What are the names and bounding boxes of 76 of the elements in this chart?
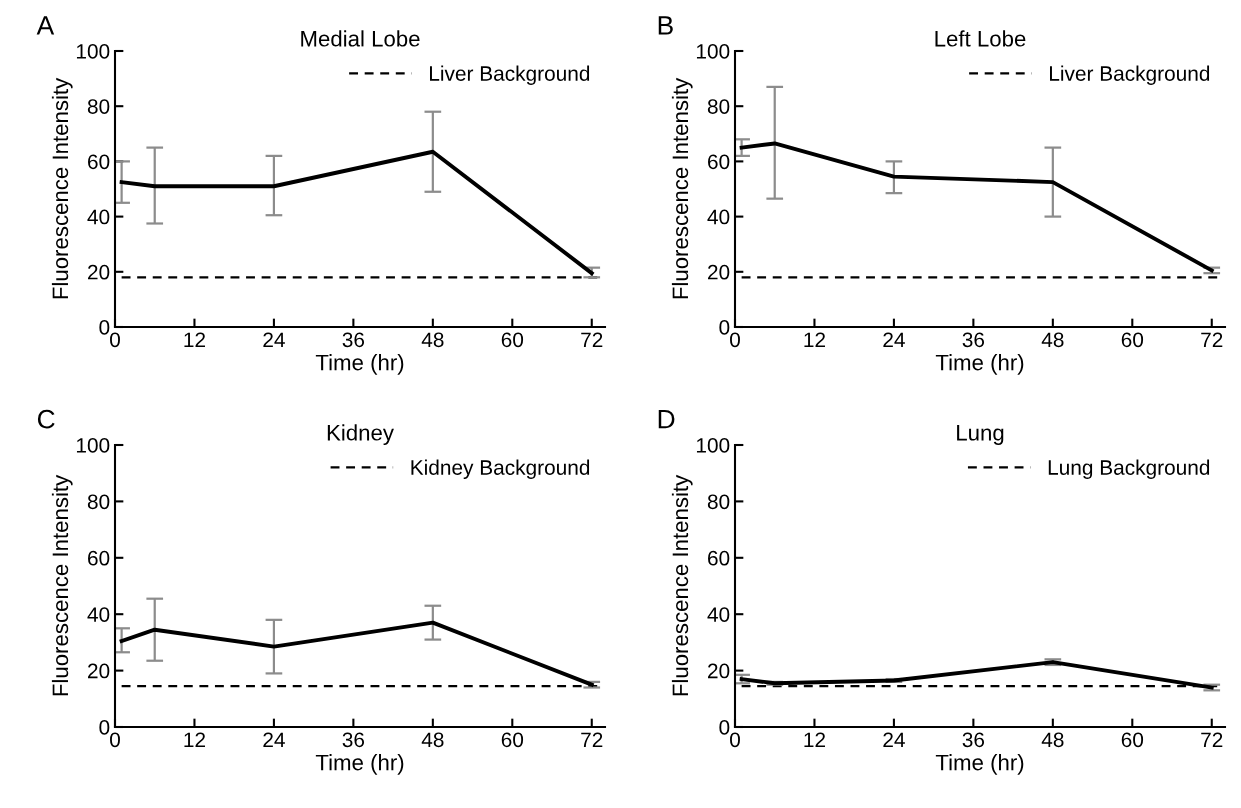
y-tick-label: 60 [88,154,110,170]
x-tick-label: 0 [730,732,740,748]
x-tick-label: 24 [883,332,905,347]
y-tick-label: 20 [708,264,730,280]
chart-title: Lung [957,425,1004,445]
text: D [658,410,675,429]
x-axis-title: Time (hr) [935,354,1024,375]
legend-label: Liver Background [430,65,590,85]
x-axis-title: Time (hr) [315,354,404,375]
y-tick-label: 40 [87,209,110,225]
line-series [739,660,1214,690]
text: B [658,16,673,35]
line-series [119,149,594,276]
y-tick-label: 40 [707,209,730,225]
x-tick-label: 72 [581,732,603,747]
y-axis-title: Fluorescence Intensity [671,474,693,696]
x-tick-label: 0 [110,332,120,348]
y-tick-label: 100 [696,438,730,453]
x-tick-label: 48 [421,332,444,348]
y-tick-label: 80 [707,494,730,510]
y-tick-label: 80 [87,99,110,114]
chart-title: Kidney [327,424,394,445]
x-tick-label: 12 [804,732,825,747]
x-tick-label: 0 [730,332,740,348]
x-tick-label: 72 [581,332,603,347]
x-tick-label: 12 [804,332,825,347]
x-tick-label: 36 [342,732,365,748]
x-tick-label: 24 [263,732,285,747]
y-tick-label: 20 [708,663,730,679]
x-tick-label: 24 [883,732,905,747]
y-tick-label: 0 [99,320,110,335]
legend-label: Lung Background [1048,459,1210,479]
y-tick-label: 40 [87,607,110,622]
y-tick-label: 100 [76,44,110,59]
y-tick-label: 60 [88,550,110,566]
x-tick-label: 36 [962,732,985,748]
x-tick-label: 60 [501,732,524,748]
x-tick-label: 72 [1201,332,1223,347]
line-series [119,620,594,687]
y-tick-label: 20 [88,663,110,679]
x-tick-label: 72 [1201,732,1223,747]
x-tick-label: 48 [421,732,444,748]
text: A [36,16,55,35]
y-tick-label: 40 [707,607,730,622]
y-tick-label: 80 [87,494,110,510]
y-tick-label: 100 [696,44,730,59]
x-tick-label: 60 [501,332,524,348]
y-tick-label: 0 [719,320,730,335]
y-tick-label: 60 [708,154,730,170]
y-tick-label: 20 [88,264,110,280]
x-tick-label: 48 [1041,332,1064,348]
y-tick-label: 0 [99,720,110,735]
x-tick-label: 36 [342,332,365,348]
x-tick-label: 60 [1121,732,1144,748]
x-tick-label: 60 [1121,332,1144,348]
y-axis-title: Fluorescence Intensity [51,77,73,299]
legend-label: Kidney Background [411,459,590,479]
x-tick-label: 12 [184,732,205,747]
line-series [739,141,1214,273]
x-tick-label: 0 [110,732,120,748]
x-tick-label: 48 [1041,732,1064,748]
x-tick-label: 12 [184,332,205,347]
text: C [37,409,55,429]
chart-title: Left Lobe [935,30,1026,47]
y-axis-title: Fluorescence Intensity [51,474,73,696]
chart-title: Medial Lobe [301,30,420,47]
y-tick-label: 0 [719,720,730,735]
x-axis-title: Time (hr) [935,754,1024,775]
legend-label: Liver Background [1050,65,1210,85]
y-tick-label: 60 [708,550,730,566]
x-tick-label: 24 [263,332,285,347]
y-axis-title: Fluorescence Intensity [671,77,693,299]
x-tick-label: 36 [962,332,985,348]
y-tick-label: 100 [76,438,110,453]
y-tick-label: 80 [707,99,730,114]
x-axis-title: Time (hr) [315,754,404,775]
